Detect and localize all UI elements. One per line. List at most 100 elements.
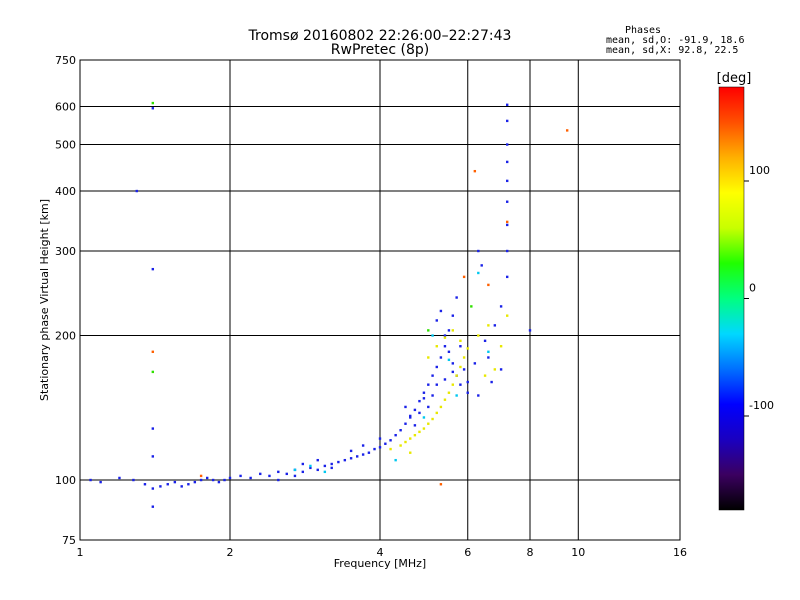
data-point xyxy=(259,472,262,476)
data-point xyxy=(462,275,466,279)
data-point xyxy=(180,485,183,488)
data-point xyxy=(447,391,451,394)
data-point xyxy=(473,169,477,173)
data-point xyxy=(418,399,421,403)
data-point xyxy=(466,347,469,350)
data-point xyxy=(477,334,480,337)
data-point xyxy=(451,362,455,365)
data-point xyxy=(422,416,426,419)
data-point xyxy=(361,444,365,447)
phases-heading: Phases xyxy=(625,25,661,36)
data-point xyxy=(413,424,417,427)
data-point xyxy=(337,460,340,464)
data-point xyxy=(159,485,162,488)
data-point xyxy=(459,383,462,386)
data-point xyxy=(399,444,402,447)
data-point xyxy=(431,417,434,421)
data-point xyxy=(490,380,493,384)
data-point xyxy=(132,478,135,482)
x-tick-label: 4 xyxy=(377,546,384,559)
data-point xyxy=(389,447,392,451)
colorbar-tick-label: 100 xyxy=(749,164,770,177)
phases-line-x: mean, sd,X: 92.8, 22.5 xyxy=(606,45,738,56)
data-point xyxy=(404,440,407,444)
data-point xyxy=(217,480,221,484)
data-point xyxy=(459,365,462,369)
data-point xyxy=(409,451,412,454)
data-point xyxy=(418,430,421,434)
data-point xyxy=(418,411,421,415)
y-axis-label: Stationary phase Virtual Height [km] xyxy=(38,199,51,401)
data-point xyxy=(323,464,327,468)
data-point xyxy=(451,314,455,317)
data-point xyxy=(293,468,297,472)
data-point xyxy=(451,329,455,332)
data-point xyxy=(431,334,434,337)
data-point xyxy=(473,362,477,365)
data-point xyxy=(151,487,155,490)
data-point xyxy=(528,329,532,332)
data-point xyxy=(151,427,155,430)
data-point xyxy=(151,267,155,271)
data-point xyxy=(277,470,280,474)
data-point xyxy=(173,480,177,484)
data-point xyxy=(205,476,209,480)
data-point xyxy=(413,433,417,437)
data-point xyxy=(389,439,392,442)
axis-ticks: 1 2 4 6 8 10 16 75 100 200 300 400 500 600 750 xyxy=(55,54,687,559)
data-point xyxy=(422,427,426,430)
data-point xyxy=(477,394,480,397)
data-point xyxy=(443,334,447,337)
data-point xyxy=(330,466,333,470)
data-point xyxy=(487,350,490,353)
y-tick-label: 750 xyxy=(55,54,76,67)
data-point xyxy=(323,470,327,474)
data-point xyxy=(378,446,382,449)
data-point xyxy=(151,350,155,353)
data-point xyxy=(459,339,462,343)
data-point xyxy=(268,474,271,478)
data-point xyxy=(301,470,305,474)
data-point xyxy=(293,474,297,478)
data-point xyxy=(435,411,438,415)
data-points xyxy=(89,101,569,508)
data-point xyxy=(427,329,430,332)
x-tick-label: 1 xyxy=(77,546,84,559)
x-tick-label: 8 xyxy=(527,546,534,559)
data-point xyxy=(151,370,155,374)
y-tick-label: 200 xyxy=(55,330,76,343)
data-point xyxy=(223,478,226,482)
data-point xyxy=(505,314,509,317)
data-point xyxy=(439,405,443,409)
data-point xyxy=(394,433,397,437)
data-point xyxy=(349,457,353,460)
data-point xyxy=(447,350,451,353)
data-point xyxy=(439,309,443,313)
phases-line-o: mean, sd,O: -91.9, 18.6 xyxy=(606,35,744,46)
data-point xyxy=(422,391,426,394)
y-tick-label: 600 xyxy=(55,101,76,114)
chart-subtitle: RwPretec (8p) xyxy=(331,42,429,58)
data-point xyxy=(439,356,443,359)
data-point xyxy=(505,275,509,279)
data-point xyxy=(505,179,509,183)
data-point xyxy=(309,464,312,468)
data-point xyxy=(439,483,443,486)
data-point xyxy=(505,160,509,164)
data-point xyxy=(330,462,333,466)
data-point xyxy=(435,319,438,322)
data-point xyxy=(373,447,376,451)
data-point xyxy=(404,405,407,409)
data-point xyxy=(487,324,490,327)
data-point xyxy=(285,472,288,476)
data-point xyxy=(499,345,503,348)
data-point xyxy=(193,480,197,484)
data-point xyxy=(493,324,497,327)
data-point xyxy=(409,437,412,440)
data-point xyxy=(483,339,487,343)
data-point xyxy=(118,476,121,480)
data-point xyxy=(480,264,483,267)
data-point xyxy=(99,480,102,484)
data-point xyxy=(409,414,412,418)
